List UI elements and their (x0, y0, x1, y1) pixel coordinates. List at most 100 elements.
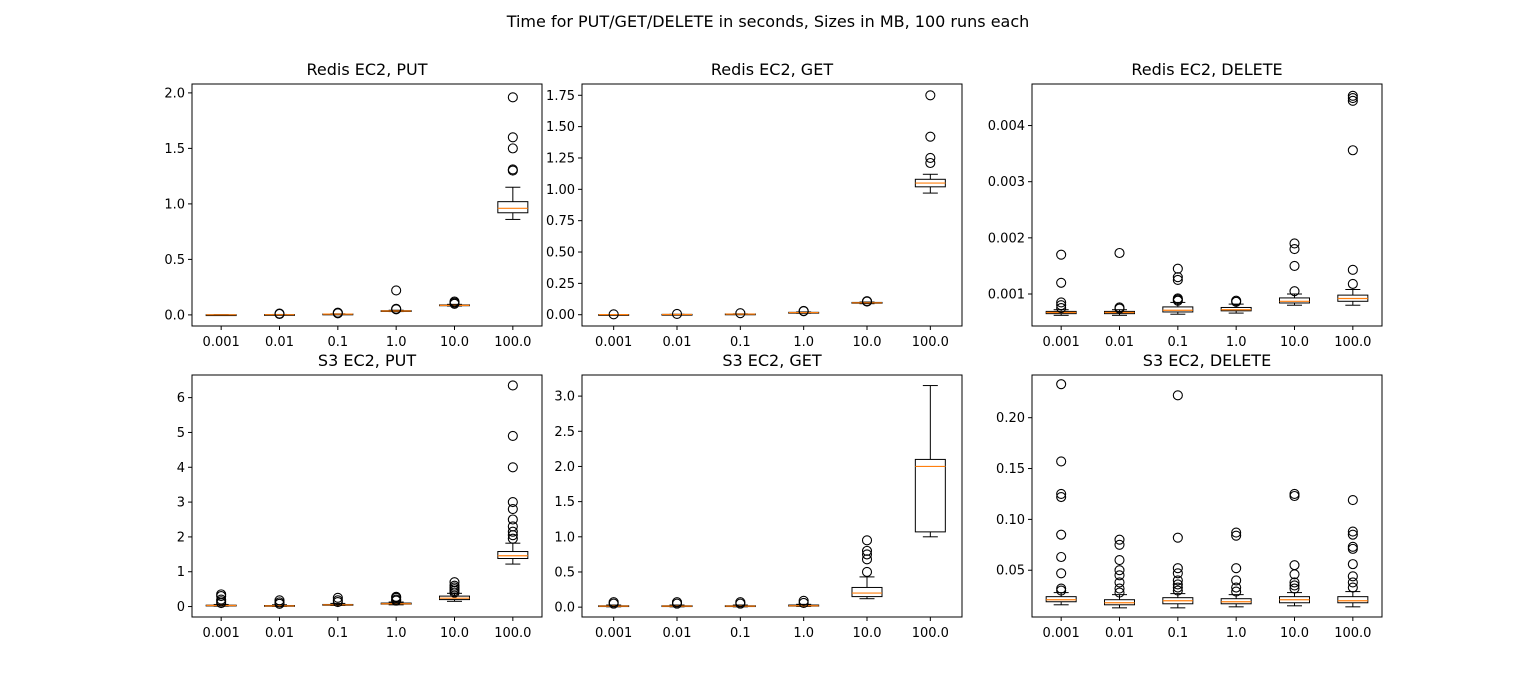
y-tick-label: 1.50 (546, 120, 575, 135)
flier-point (1347, 559, 1358, 570)
x-tick-label: 10.0 (853, 335, 882, 350)
x-tick-label: 100.0 (494, 626, 531, 641)
flier-point (1172, 390, 1183, 401)
y-tick-label: 0.50 (546, 246, 575, 261)
y-tick-label: 0.75 (546, 214, 575, 229)
box-100.0 (497, 380, 529, 565)
iqr-box (851, 586, 883, 598)
figure-suptitle: Time for PUT/GET/DELETE in seconds, Size… (506, 12, 1030, 31)
x-tick-label: 0.001 (203, 626, 240, 641)
flier-point (1056, 302, 1067, 314)
box-0.001 (1045, 379, 1077, 606)
box-0.01 (1104, 247, 1135, 316)
flier-point (216, 594, 227, 605)
box-100.0 (914, 90, 946, 194)
y-tick-label: 2.0 (554, 460, 575, 475)
axes-frame (1031, 374, 1383, 618)
flier-point (1114, 570, 1125, 581)
flier-point (1056, 568, 1067, 579)
flier-point (608, 309, 619, 320)
flier-point (449, 577, 460, 588)
flier-point (925, 90, 936, 101)
flier-point (1289, 286, 1300, 297)
box-10.0 (439, 296, 470, 309)
flier-point (507, 533, 518, 544)
flier-point (507, 92, 518, 103)
subplot-4: S3 EC2, PUT 0 1 2 3 4 5 6 0.001 0.01 0.1 1.0 10.0 100… (177, 351, 543, 641)
box-0.1 (724, 308, 756, 319)
box-0.1 (1162, 390, 1194, 609)
flier-point (1347, 571, 1358, 582)
box-100.0 (1337, 90, 1369, 306)
flier-point (1172, 293, 1183, 304)
flier-point (1056, 456, 1067, 467)
x-tick-label: 0.001 (1043, 335, 1080, 350)
flier-point (507, 164, 518, 175)
iqr-box (1162, 306, 1194, 313)
flier-point (1172, 263, 1183, 274)
x-tick-label: 1.0 (386, 335, 407, 350)
flier-point (1056, 551, 1067, 563)
flier-point (507, 526, 518, 537)
subplot-6: S3 EC2, DELETE 0.05 0.10 0.15 0.20 0.001 0.01 0… (996, 351, 1383, 641)
axes-frame (581, 83, 963, 327)
flier-point (391, 303, 402, 314)
y-tick-label: 1.25 (546, 151, 575, 166)
flier-point (861, 554, 873, 565)
x-tick-label: 0.01 (1105, 626, 1134, 641)
y-tick-label: 1.5 (554, 495, 575, 510)
flier-point (1347, 95, 1358, 106)
flier-point (391, 285, 402, 296)
axes-frame (191, 83, 543, 327)
box-0.001 (1045, 249, 1077, 316)
y-tick-label: 0.0 (164, 308, 185, 323)
x-tick-label: 100.0 (1334, 626, 1371, 641)
flier-point (671, 308, 683, 320)
flier-point (925, 131, 936, 142)
flier-point (1231, 295, 1242, 306)
flier-point (1056, 249, 1067, 260)
flier-point (1114, 577, 1125, 588)
y-tick-label: 1.75 (546, 89, 575, 104)
box-1.0 (380, 591, 412, 606)
flier-point (507, 132, 518, 143)
flier-point (861, 545, 873, 556)
flier-point (1231, 530, 1242, 541)
flier-point (1289, 244, 1300, 255)
y-tick-label: 0 (177, 600, 185, 615)
x-tick-label: 1.0 (386, 626, 407, 641)
flier-point (1231, 586, 1242, 597)
y-tick-label: 0.001 (988, 287, 1025, 302)
y-tick-label: 0.00 (546, 308, 575, 323)
flier-point (1056, 297, 1067, 308)
x-tick-label: 1.0 (1226, 335, 1247, 350)
x-tick-label: 0.001 (595, 626, 632, 641)
y-tick-label: 4 (177, 461, 185, 476)
subplot-2: Redis EC2, GET 0.00 0.25 0.50 0.75 1.00 1.25 1.… (546, 60, 963, 350)
flier-point (1056, 491, 1067, 503)
flier-point (1114, 247, 1125, 259)
flier-point (1347, 495, 1358, 506)
flier-point (1231, 527, 1242, 538)
box-1.0 (788, 595, 820, 608)
y-tick-label: 0.15 (996, 462, 1025, 477)
x-tick-label: 0.001 (1043, 626, 1080, 641)
flier-point (861, 296, 873, 307)
axes-frame (581, 374, 963, 618)
box-10.0 (1279, 488, 1310, 607)
axes-frame (1031, 83, 1383, 327)
x-tick-label: 0.01 (265, 626, 294, 641)
x-tick-label: 0.001 (203, 335, 240, 350)
box-0.01 (264, 595, 295, 609)
box-1.0 (788, 305, 820, 317)
flier-point (1289, 238, 1300, 249)
box-0.1 (1162, 263, 1194, 315)
flier-point (274, 595, 285, 606)
x-tick-label: 100.0 (494, 335, 531, 350)
box-0.1 (724, 597, 756, 609)
x-tick-label: 1.0 (793, 335, 814, 350)
y-tick-label: 0.05 (996, 564, 1025, 579)
flier-point (449, 580, 460, 591)
x-tick-label: 0.01 (1105, 335, 1134, 350)
